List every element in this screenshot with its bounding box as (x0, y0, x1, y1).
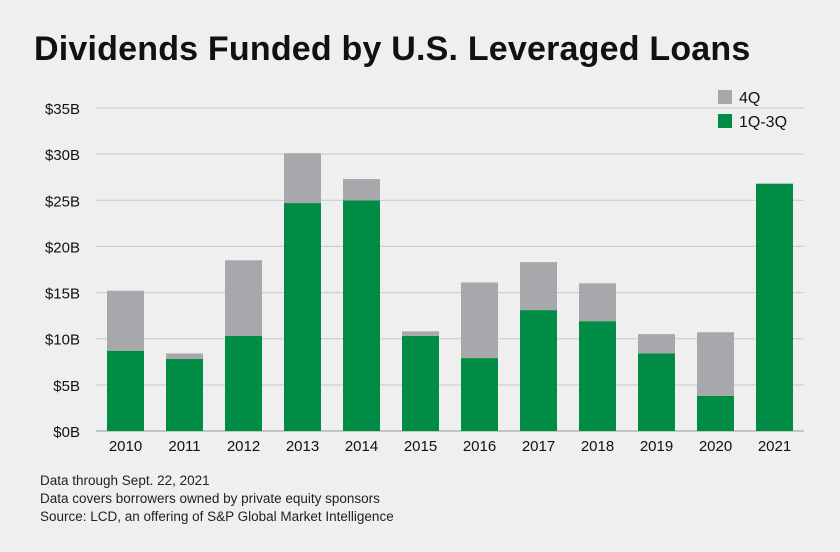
bar-1q-3q-2021 (756, 183, 793, 431)
bar-1q-3q-2019 (638, 353, 675, 431)
y-tick-label: $0B (53, 424, 80, 441)
bar-1q-3q-2012 (225, 335, 262, 431)
x-tick-label: 2017 (522, 438, 555, 455)
bar-1q-3q-2018 (579, 321, 616, 431)
footnote-data-through: Data through Sept. 22, 2021 (40, 473, 210, 488)
x-tick-label: 2012 (227, 438, 260, 455)
bar-4q-2020 (697, 332, 734, 396)
legend: 4Q 1Q-3Q (718, 90, 787, 131)
bar-4q-2019 (638, 334, 675, 354)
x-tick-label: 2018 (581, 438, 614, 455)
bar-4q-2016 (461, 282, 498, 359)
bar-1q-3q-2017 (520, 310, 557, 431)
x-tick-label: 2021 (758, 438, 791, 455)
x-tick-label: 2015 (404, 438, 437, 455)
x-tick-label: 2014 (345, 438, 378, 455)
y-axis-labels: $0B $5B $10B $15B $20B $25B $30B $35B (45, 101, 80, 441)
x-tick-label: 2019 (640, 438, 673, 455)
legend-label: 4Q (739, 90, 760, 107)
bar-4q-2015 (402, 331, 439, 336)
x-axis-labels: 2010 2011 2012 2013 2014 2015 2016 2017 2018 2019… (109, 438, 791, 455)
y-tick-label: $20B (45, 239, 80, 256)
chart-title: Dividends Funded by U.S. Leveraged Loans (34, 30, 751, 68)
bar-4q-2017 (520, 262, 557, 311)
bar-4q-2014 (343, 179, 380, 201)
x-tick-label: 2010 (109, 438, 142, 455)
x-tick-label: 2011 (168, 438, 200, 455)
y-tick-label: $15B (45, 286, 80, 303)
footnote-source: Source: LCD, an offering of S&P Global M… (40, 509, 394, 524)
bar-4q-2011 (166, 353, 203, 360)
bar-1q-3q-2010 (107, 350, 144, 431)
bar-1q-3q-2016 (461, 358, 498, 431)
footnote-coverage: Data covers borrowers owned by private e… (40, 491, 380, 506)
bar-1q-3q-2015 (402, 335, 439, 431)
x-tick-label: 2013 (286, 438, 319, 455)
y-tick-label: $25B (45, 193, 80, 210)
bar-4q-2012 (225, 260, 262, 336)
bar-4q-2013 (284, 153, 321, 204)
x-tick-label: 2016 (463, 438, 496, 455)
bar-1q-3q-2013 (284, 203, 321, 431)
bar-1q-3q-2011 (166, 359, 203, 431)
legend-label: 1Q-3Q (739, 114, 787, 131)
y-tick-label: $10B (45, 332, 80, 349)
legend-swatch (718, 114, 732, 128)
bar-4q-2010 (107, 290, 144, 351)
bars (107, 153, 793, 431)
y-tick-label: $30B (45, 147, 80, 164)
y-tick-label: $5B (53, 378, 80, 395)
legend-swatch (718, 90, 732, 104)
bar-1q-3q-2020 (697, 395, 734, 431)
y-tick-label: $35B (45, 101, 80, 118)
gridlines (96, 107, 804, 432)
bar-1q-3q-2014 (343, 200, 380, 431)
bar-4q-2018 (579, 283, 616, 322)
footnotes: Data through Sept. 22, 2021 Data covers … (40, 472, 394, 526)
x-tick-label: 2020 (699, 438, 732, 455)
